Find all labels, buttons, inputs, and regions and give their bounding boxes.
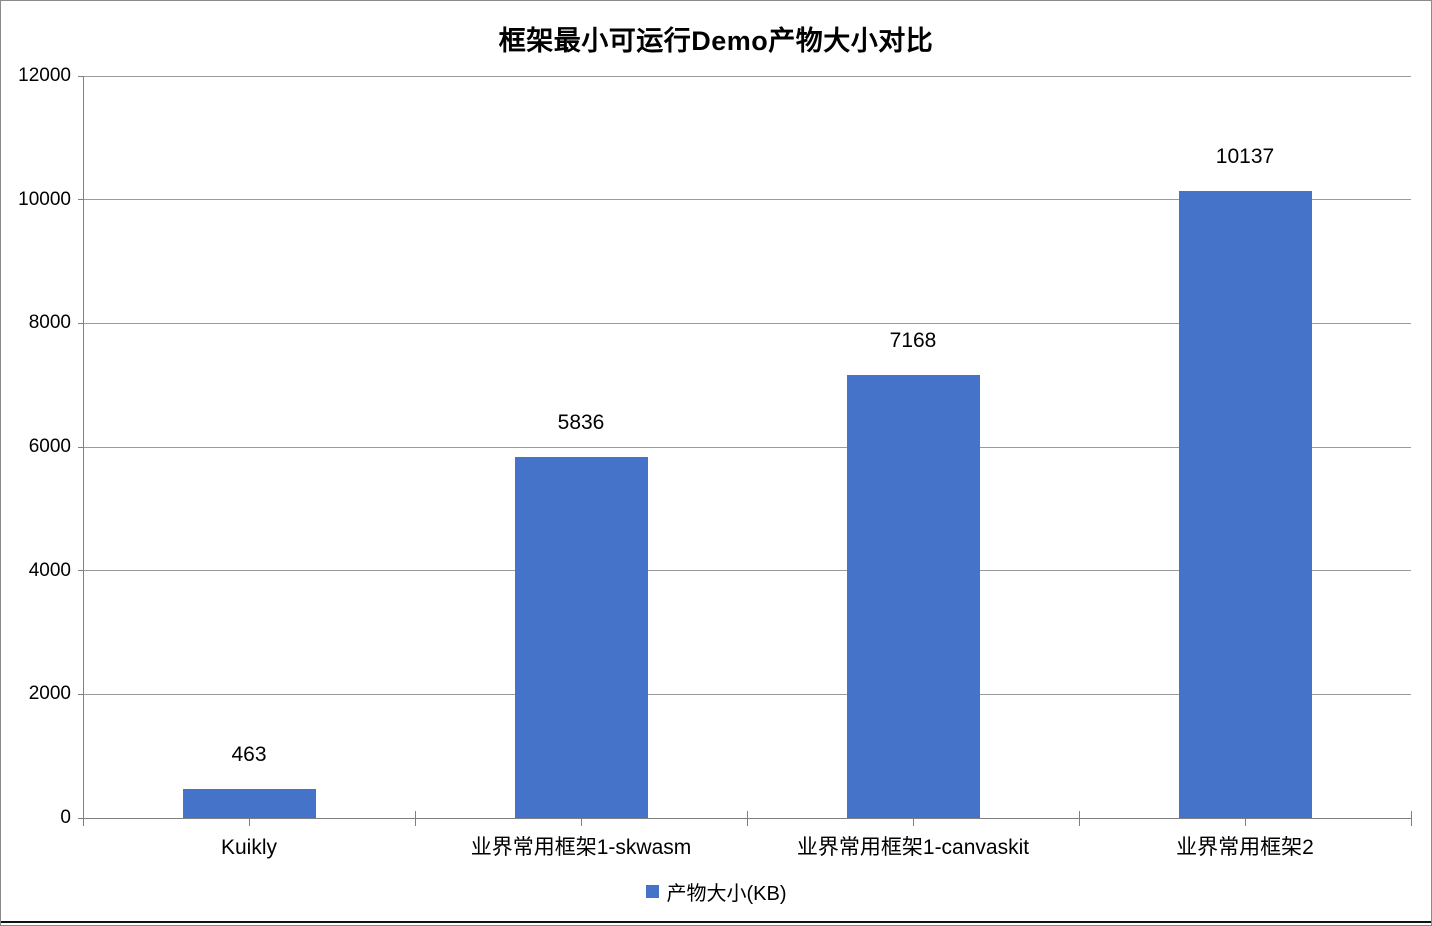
y-axis-tick: [78, 446, 83, 448]
x-axis-tick: [248, 811, 250, 826]
x-axis-tick: [580, 811, 582, 826]
x-axis-tick: [912, 811, 914, 826]
y-axis-tick: [78, 199, 83, 201]
legend-swatch-icon: [645, 884, 659, 898]
bar: [514, 457, 648, 818]
bar: [182, 789, 316, 818]
bar: [846, 374, 980, 818]
y-axis-tick: [78, 322, 83, 324]
bar-value-label: 10137: [1215, 145, 1275, 169]
gridline: [83, 322, 1411, 324]
bar-value-label: 7168: [889, 328, 937, 352]
y-axis-label: 8000: [28, 312, 71, 334]
y-axis-tick: [78, 570, 83, 572]
bar-value-label: 5836: [557, 411, 605, 435]
gridline: [83, 693, 1411, 695]
y-axis-label: 12000: [18, 65, 71, 86]
x-axis-tick: [1244, 811, 1246, 826]
gridline: [83, 199, 1411, 201]
y-axis-label: 0: [60, 807, 71, 828]
x-axis-line: [78, 817, 1411, 819]
gridline: [83, 446, 1411, 448]
legend-label: 产物大小(KB): [666, 882, 787, 905]
x-axis-label: 业界常用框架2: [1176, 836, 1314, 859]
gridline: [83, 75, 1411, 77]
x-axis-tick: [82, 811, 84, 826]
x-axis-tick: [746, 811, 748, 826]
x-axis-tick: [1078, 811, 1080, 826]
bottom-border: [1, 921, 1431, 923]
y-axis-tick: [78, 75, 83, 77]
y-axis-label: 2000: [28, 683, 71, 705]
y-axis-line: [83, 76, 84, 818]
gridline: [83, 570, 1411, 572]
x-axis-label: 业界常用框架1-canvaskit: [796, 836, 1030, 859]
y-axis-tick: [78, 693, 83, 695]
y-axis-label: 6000: [28, 436, 71, 457]
x-axis-tick: [1410, 811, 1412, 826]
y-axis-label: 10000: [18, 188, 71, 210]
y-axis-label: 4000: [28, 559, 71, 581]
legend: 产物大小(KB): [1, 878, 1431, 905]
x-axis-label: Kuikly: [220, 836, 278, 859]
bar-value-label: 463: [231, 743, 267, 767]
chart-title: 框架最小可运行Demo产物大小对比: [498, 26, 934, 56]
x-axis-tick: [414, 811, 416, 826]
bar: [1178, 191, 1312, 818]
x-axis-label: 业界常用框架1-skwasm: [470, 836, 692, 859]
